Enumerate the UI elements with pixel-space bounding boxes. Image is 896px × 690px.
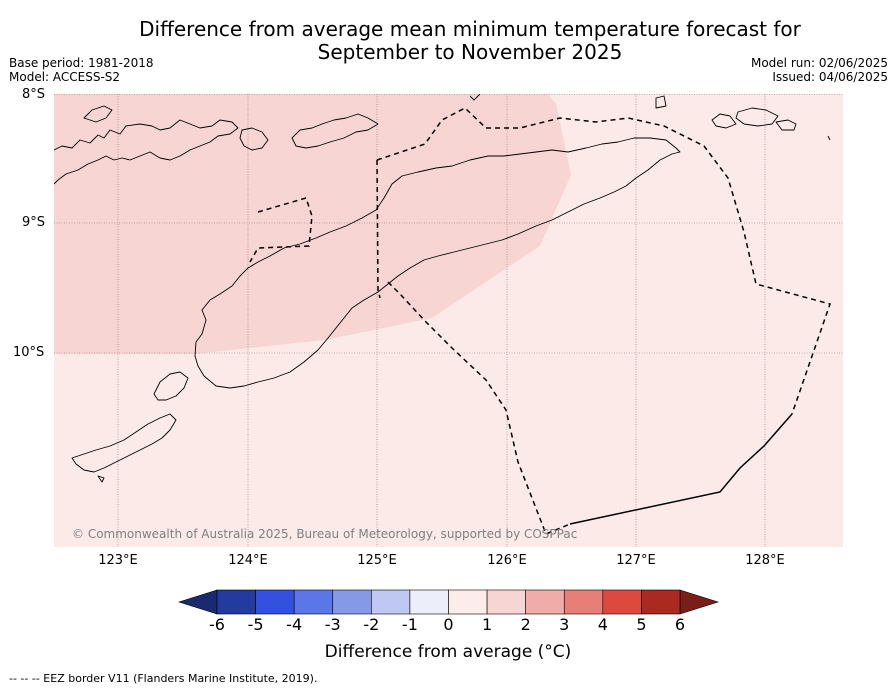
colorbar-tick-label: 6 [674,615,686,634]
colorbar-segment [602,589,642,615]
model-name: Model: ACCESS-S2 [9,70,121,84]
colorbar-segment [332,589,372,615]
eez-border-solid [569,413,793,525]
coast-flores [54,119,239,185]
colorbar-under-arrow [178,589,218,615]
colorbar-tick-label: -4 [286,615,303,634]
coast-timor [194,137,681,389]
colorbar-tick-label: 5 [636,615,647,634]
colorbar-tick-label: -5 [247,615,264,634]
lat-label-9s: 9°S [22,215,46,230]
coast-small-island [83,105,113,123]
colorbar-segment [409,589,449,615]
base-period: Base period: 1981-2018 [9,56,154,70]
coast-island-east [735,107,779,127]
colorbar-segment [641,589,681,615]
colorbar-segment [525,589,565,615]
lon-label-126e: 126°E [487,553,527,568]
colorbar-over-arrow [679,589,719,615]
colorbar-segment [448,589,488,615]
colorbar-segment [371,589,411,615]
colorbar-tick-label: 2 [520,615,531,634]
meta-right: Model run: 02/06/2025 Issued: 04/06/2025 [751,56,888,84]
colorbar-tick-label: -3 [324,615,341,634]
colorbar-segment [293,589,334,615]
coast-tiny-3 [97,475,105,483]
coast-wetar [711,113,737,129]
lat-label-8s: 8°S [22,87,46,102]
model-run: Model run: 02/06/2025 [750,56,888,70]
colorbar-tick-label: 1 [481,615,493,634]
colorbar-segment [486,589,526,615]
anomaly-region [54,94,571,354]
eez-border-enclave [249,197,313,263]
coast-island-east-2 [775,119,797,131]
title-line-2: September to November 2025 [317,40,623,64]
lon-label-128e: 128°E [745,553,785,568]
coast-sawu [71,413,177,473]
colorbar-tick-label: -2 [363,615,380,634]
eez-footnote: -- -- -- EEZ border V11 (Flanders Marine… [9,672,318,685]
coast-atauro [655,95,667,109]
colorbar-tick-label: 3 [559,615,570,634]
lon-label-125e: 125°E [357,553,397,568]
issued-date: Issued: 04/06/2025 [772,70,888,84]
map-area [54,94,843,547]
coast-roti [153,371,189,401]
colorbar-segment [563,589,604,615]
colorbar-label: Difference from average (°C) [324,642,572,662]
chart-title: Difference from average mean minimum tem… [0,18,896,64]
colorbar-tick-label: -6 [209,615,225,634]
colorbar-segment [216,589,256,615]
eez-border-southeast [569,413,793,525]
title-line-1: Difference from average mean minimum tem… [139,17,801,41]
eez-border-timor-leste [376,159,381,299]
colorbar-tick-label: -1 [401,615,418,634]
colorbar-segments [216,589,681,615]
coast-tiny-2 [469,94,481,101]
colorbar-tick-label: 4 [597,615,608,634]
colorbar-segment [255,589,295,615]
lon-label-127e: 127°E [616,553,656,568]
copyright-notice: © Commonwealth of Australia 2025, Bureau… [72,527,578,541]
coast-alor [291,113,379,149]
lon-label-124e: 124°E [228,553,268,568]
meta-left: Base period: 1981-2018 Model: ACCESS-S2 [9,56,154,84]
coastlines [54,94,831,483]
eez-border-north [376,107,831,415]
lon-label-123e: 123°E [98,553,138,568]
lat-label-10s: 10°S [13,345,45,360]
gridlines [54,94,843,547]
eez-borders [249,107,831,535]
colorbar-tick-label: 0 [443,615,454,634]
coast-tiny-1 [827,135,831,141]
eez-border-south [387,281,571,535]
coast-pantar [239,127,269,151]
